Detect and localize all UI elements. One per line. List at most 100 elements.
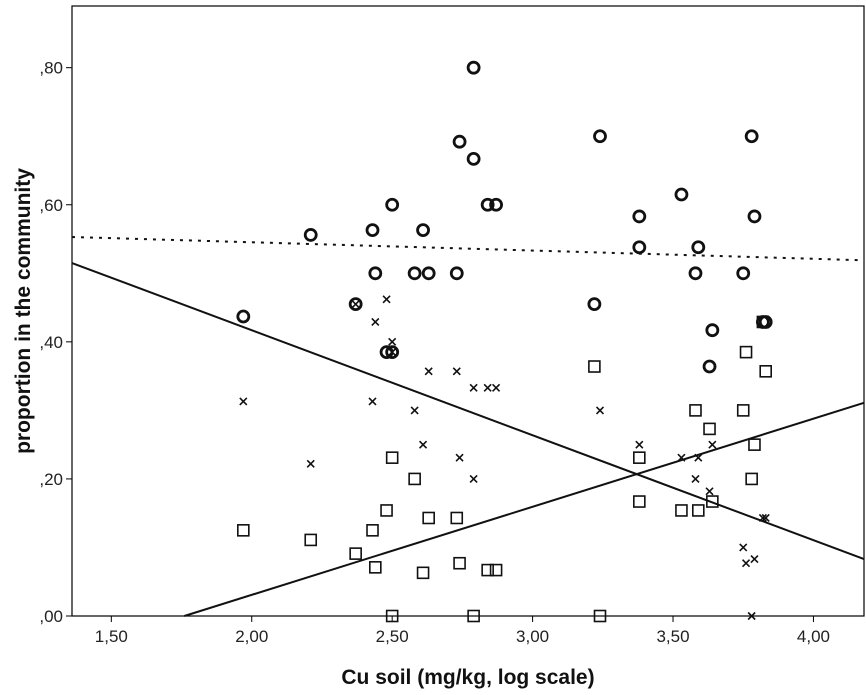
data-point-cross [368, 397, 377, 406]
data-point-square [369, 561, 382, 574]
data-point-square [416, 566, 430, 580]
data-point-circle [736, 266, 751, 281]
data-point-circle [747, 209, 762, 224]
data-point-circle [365, 223, 380, 238]
data-point-circle [587, 297, 602, 312]
data-point-square [380, 504, 393, 517]
data-point-cross [418, 440, 428, 449]
data-point-cross [739, 543, 748, 552]
data-point-square [422, 511, 435, 525]
x-tick-label: 3,00 [516, 627, 549, 646]
fit-line-solid [184, 401, 865, 617]
fit-line-dotted [71, 235, 865, 262]
data-point-square [588, 360, 601, 373]
data-point-circle [480, 197, 495, 212]
data-point-circle [236, 309, 251, 324]
data-point-circle [593, 129, 607, 144]
data-point-square [385, 609, 399, 623]
data-point-circle [702, 359, 717, 374]
fit-line-solid [71, 262, 865, 561]
data-point-square [450, 511, 464, 525]
data-point-square [304, 533, 318, 547]
data-point-cross [371, 317, 380, 327]
data-point-cross [469, 474, 478, 483]
y-tick-label: ,80 [39, 59, 63, 78]
data-point-cross [388, 348, 397, 357]
data-point-square [385, 451, 399, 464]
data-point-cross [388, 337, 397, 346]
data-point-cross [741, 559, 751, 568]
data-point-circle [452, 134, 467, 149]
y-axis-title: proportion in the community [12, 168, 35, 454]
data-point-cross [469, 383, 478, 392]
x-tick-label: 3,50 [656, 627, 689, 646]
data-point-circle [632, 240, 647, 255]
x-tick-label: 2,50 [376, 627, 409, 646]
data-point-cross [382, 295, 391, 304]
data-point-square [237, 524, 250, 537]
data-point-cross [410, 406, 419, 415]
data-point-square [366, 524, 379, 537]
data-point-square [453, 556, 466, 570]
data-point-circle [449, 266, 464, 281]
x-tick-label: 4,00 [797, 627, 830, 646]
data-point-cross [747, 611, 756, 621]
data-point-square [691, 504, 705, 517]
data-point-circle [691, 240, 706, 255]
data-point-cross [758, 513, 767, 523]
data-point-circle [385, 345, 400, 360]
data-point-cross [708, 440, 717, 449]
data-point-square [703, 422, 716, 436]
data-point-square [633, 495, 646, 508]
y-axis: ,00 ,20 ,40 ,60 ,80 [39, 59, 72, 626]
data-point-square [759, 365, 773, 378]
data-point-cross [691, 474, 700, 483]
data-point-circle [705, 323, 720, 338]
data-point-square [481, 563, 494, 577]
y-tick-label: ,60 [39, 196, 63, 215]
x-axis-title: Cu soil (mg/kg, log scale) [341, 666, 594, 689]
data-point-square [756, 315, 770, 329]
data-point-circle [303, 228, 318, 242]
data-point-circle [466, 151, 481, 166]
data-point-square [593, 609, 607, 623]
data-point-cross [761, 513, 770, 523]
x-axis: 1,50 2,00 2,50 3,00 3,50 4,00 [95, 616, 830, 646]
data-point-circle [348, 297, 363, 312]
data-point-circle [421, 266, 436, 281]
data-point-circle [466, 60, 481, 75]
regression-lines [71, 235, 865, 617]
data-point-square [467, 609, 480, 623]
data-point-circle [385, 197, 400, 212]
data-point-circle [407, 266, 422, 281]
data-point-square [633, 451, 646, 464]
data-point-cross [595, 406, 605, 415]
data-point-circle [688, 266, 703, 281]
data-point-cross [239, 397, 248, 406]
data-point-circle [744, 129, 759, 144]
data-points [236, 60, 773, 623]
data-point-cross [705, 487, 714, 496]
data-point-cross [351, 300, 360, 309]
data-point-square [349, 547, 362, 560]
data-point-square [736, 404, 750, 417]
data-point-square [706, 495, 719, 508]
y-tick-label: ,00 [39, 607, 63, 626]
data-point-square [675, 504, 688, 517]
data-point-circle [489, 197, 503, 212]
data-point-cross [635, 440, 644, 449]
data-point-cross [452, 367, 461, 376]
data-point-cross [750, 555, 759, 564]
data-point-cross [455, 453, 464, 462]
data-point-cross [677, 453, 686, 462]
data-point-circle [416, 223, 430, 238]
data-point-circle [674, 187, 689, 202]
data-point-square [689, 404, 702, 417]
plot-area-frame [71, 5, 865, 617]
data-point-cross [694, 453, 703, 462]
y-tick-label: ,40 [39, 333, 63, 352]
data-point-cross [492, 383, 501, 392]
data-point-square [408, 472, 421, 486]
data-point-square [745, 472, 758, 486]
